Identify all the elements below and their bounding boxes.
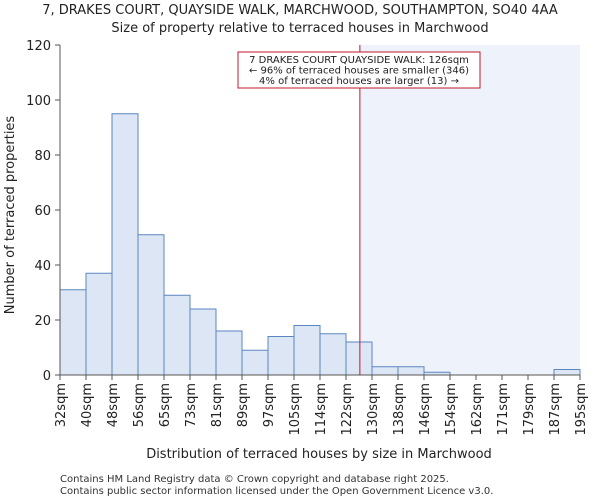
bar-32sqm bbox=[59, 289, 87, 376]
x-tick-label: 97sqm bbox=[262, 383, 277, 427]
annotation-line-2: ← 96% of terraced houses are smaller (34… bbox=[249, 66, 469, 77]
chart-subtitle: Size of property relative to terraced ho… bbox=[111, 21, 488, 36]
x-tick-label: 130sqm bbox=[366, 383, 381, 436]
y-tick-label: 60 bbox=[34, 204, 51, 219]
x-tick-label: 48sqm bbox=[106, 383, 121, 427]
x-tick-label: 154sqm bbox=[444, 383, 459, 436]
x-tick-label: 179sqm bbox=[522, 383, 537, 436]
bar-130sqm bbox=[371, 366, 399, 376]
bar-73sqm bbox=[189, 308, 217, 376]
x-tick-label: 65sqm bbox=[158, 383, 173, 427]
y-axis-label: Number of terraced properties bbox=[3, 116, 18, 315]
annotation-box bbox=[237, 51, 481, 89]
x-tick-label: 40sqm bbox=[80, 383, 95, 427]
bar-81sqm bbox=[215, 330, 243, 376]
y-tick-label: 20 bbox=[34, 314, 51, 329]
annotation-line-1: 7 DRAKES COURT QUAYSIDE WALK: 126sqm bbox=[249, 55, 469, 66]
footer-licence: Contains public sector information licen… bbox=[60, 486, 493, 497]
bar-89sqm bbox=[241, 349, 269, 376]
bar-114sqm bbox=[319, 333, 347, 376]
y-axis: 0 20 40 60 80 100 120 bbox=[26, 39, 61, 384]
bar-40sqm bbox=[85, 272, 113, 376]
x-tick-label: 105sqm bbox=[288, 383, 303, 436]
bar-105sqm bbox=[293, 325, 321, 376]
y-tick-label: 100 bbox=[26, 94, 51, 109]
x-tick-label: 56sqm bbox=[132, 383, 147, 427]
x-tick-label: 187sqm bbox=[548, 383, 563, 436]
x-tick-label: 195sqm bbox=[574, 383, 589, 436]
x-tick-label: 89sqm bbox=[236, 383, 251, 427]
x-tick-label: 138sqm bbox=[392, 383, 407, 436]
x-tick-label: 81sqm bbox=[210, 383, 225, 427]
x-tick-label: 171sqm bbox=[496, 383, 511, 436]
bar-56sqm bbox=[137, 234, 165, 376]
annotation-line-3: 4% of terraced houses are larger (13) → bbox=[259, 76, 459, 87]
x-tick-label: 146sqm bbox=[418, 383, 433, 436]
bar-48sqm bbox=[111, 113, 139, 376]
subject-annotation: 7 DRAKES COURT QUAYSIDE WALK: 126sqm ← 9… bbox=[237, 51, 481, 89]
bar-65sqm bbox=[163, 294, 191, 376]
y-tick-label: 0 bbox=[43, 369, 51, 384]
larger-properties-region bbox=[359, 45, 580, 375]
bar-138sqm bbox=[397, 366, 425, 376]
x-axis: 32sqm 40sqm 48sqm 56sqm 65sqm 73sqm 81sqm 89sqm… bbox=[54, 374, 589, 436]
bar-187sqm bbox=[553, 369, 581, 376]
footer-copyright: Contains HM Land Registry data © Crown c… bbox=[60, 474, 449, 485]
x-tick-label: 73sqm bbox=[184, 383, 199, 427]
x-tick-label: 162sqm bbox=[470, 383, 485, 436]
y-tick-label: 120 bbox=[26, 39, 51, 54]
x-tick-label: 122sqm bbox=[340, 383, 355, 436]
bar-97sqm bbox=[267, 336, 295, 376]
x-tick-label: 114sqm bbox=[314, 383, 329, 436]
x-axis-label: Distribution of terraced houses by size … bbox=[146, 447, 492, 462]
bar-122sqm bbox=[345, 341, 373, 376]
chart-title: 7, DRAKES COURT, QUAYSIDE WALK, MARCHWOO… bbox=[42, 3, 558, 18]
bar-series bbox=[59, 113, 581, 376]
x-tick-label: 32sqm bbox=[54, 383, 69, 427]
y-tick-label: 40 bbox=[34, 259, 51, 274]
y-tick-label: 80 bbox=[34, 149, 51, 164]
